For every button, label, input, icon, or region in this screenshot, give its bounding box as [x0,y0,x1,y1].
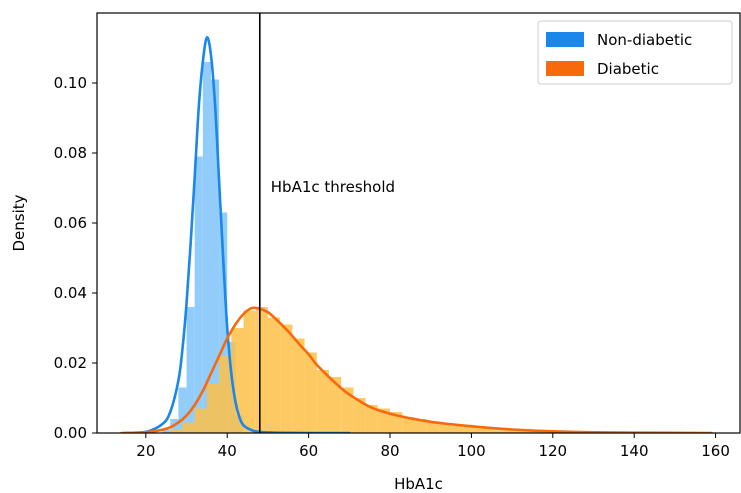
non-diabetic-hist-bar [186,307,195,433]
diabetic-hist-bar [280,324,293,433]
x-tick-label: 120 [538,442,567,460]
diabetic-hist-bar [292,338,305,433]
y-tick-label: 0.06 [54,214,87,232]
x-axis-label: HbA1c [394,475,443,493]
x-tick-label: 20 [136,442,155,460]
x-tick-label: 100 [457,442,486,460]
kde-curve-layer [120,36,713,433]
diabetic-hist-bar [512,430,525,433]
histogram-layer [162,62,561,433]
non-diabetic-hist-bar [202,62,211,433]
diabetic-hist-bar [170,429,183,433]
x-tick-label: 80 [380,442,399,460]
non-diabetic-hist-bar [210,79,220,433]
non-diabetic-hist-bar [162,429,171,433]
axes: 20 40 60 80 100 120 140 160 0.00 0.02 0.04 0.06 0.08… [54,12,741,460]
diabetic-hist-bar [414,419,427,433]
diabetic-hist-bar [377,408,391,433]
diabetic-hist-bar [328,377,342,433]
y-tick-label: 0.10 [54,74,87,92]
plot-area: HbA1c threshold [120,13,713,433]
legend-box [537,20,733,85]
diabetic-hist-bar [402,417,415,433]
non-diabetic-hist-bar [219,212,228,433]
non-diabetic-density-curve [124,36,351,433]
diabetic-hist-bar [231,328,244,433]
diabetic-hist-bar [438,424,452,433]
diabetic-hist-bar [426,422,439,433]
diabetic-hist-bar [353,398,366,433]
non-diabetic-hist-bar [194,156,203,433]
diabetic-hist-bar [451,426,464,433]
diabetic-hist-bar [243,310,256,433]
diabetic-hist-bar [524,431,537,433]
diabetic-hist-bar [316,370,329,433]
y-tick-label: 0.08 [54,144,87,162]
legend: Non-diabetic Diabetic [537,20,733,85]
diabetic-hist-bar [487,428,500,433]
x-tick-label: 160 [701,442,730,460]
diabetic-hist-bar [475,428,488,433]
diabetic-hist-bar [182,422,195,433]
threshold-layer: HbA1c threshold [258,13,395,433]
diabetic-density-curve [120,306,713,433]
y-tick-label: 0.02 [54,354,87,372]
diabetic-hist-bar [255,307,268,433]
y-tick-label: 0.00 [54,424,87,442]
diabetic-hist-bar [365,405,378,433]
legend-label-non-diabetic: Non-diabetic [597,31,692,49]
diabetic-hist-bar [267,317,281,433]
diabetic-hist-bar [206,384,220,433]
non-diabetic-hist-bar [178,387,187,433]
diabetic-hist-bar [194,408,207,433]
y-tick-label: 0.04 [54,284,87,302]
diabetic-hist-bar [219,356,232,433]
diabetic-hist-bar [304,352,317,433]
diabetic-hist-bar [499,429,513,433]
x-tick-label: 40 [218,442,237,460]
diabetic-hist-bar [463,427,476,433]
diabetic-hist-bar [536,431,549,433]
x-tick-label: 140 [620,442,649,460]
legend-label-diabetic: Diabetic [597,60,659,78]
legend-swatch-diabetic [546,61,584,76]
threshold-label: HbA1c threshold [271,178,395,196]
x-tick-label: 60 [299,442,318,460]
diabetic-hist-bar [341,387,354,433]
legend-swatch-non-diabetic [546,32,584,47]
y-axis-label: Density [10,194,28,251]
